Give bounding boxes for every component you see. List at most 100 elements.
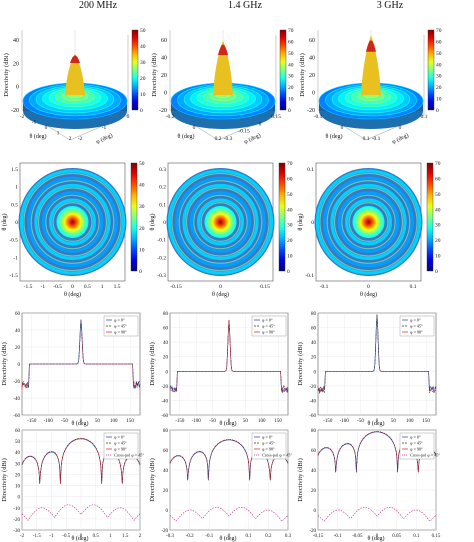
- y-tick-label: 50: [15, 440, 21, 445]
- y-axis-label: Directivity (dBi): [149, 458, 156, 502]
- y-tick-label: -30: [13, 529, 20, 534]
- x-tick-label: -0.1: [314, 114, 323, 120]
- colorbar-tick-label: 20: [139, 226, 145, 232]
- y-tick-label: -0.5: [9, 238, 18, 244]
- x-tick-label: -0.2: [186, 534, 194, 539]
- x-axis-label: θ (deg): [212, 291, 229, 298]
- y-tick-label: 40: [15, 451, 21, 456]
- colorbar-tick-label: 10: [140, 92, 146, 98]
- colorbar-tick-label: 30: [287, 223, 293, 229]
- x-tick-label: -100: [44, 419, 54, 424]
- y-tick-label: 0: [127, 114, 130, 120]
- y-tick-label: 0: [166, 370, 169, 375]
- x-tick-label: 0: [219, 284, 222, 290]
- y-tick-label: 1: [15, 185, 18, 191]
- y-axis-label: θ (deg): [1, 213, 8, 230]
- x-tick-label: -0.15: [170, 284, 182, 290]
- colorbar-tick-label: 0: [436, 108, 439, 114]
- x-tick-label: -0.5: [53, 284, 62, 290]
- heatmap-center: [57, 206, 89, 238]
- x-tick-label: -150: [323, 419, 333, 424]
- y-tick-label: -10: [13, 507, 20, 512]
- y-axis-label: Directivity (dBi): [149, 342, 156, 386]
- x-axis-label: θ (deg): [367, 420, 384, 427]
- x-tick-label: -150: [27, 419, 37, 424]
- x-tick-label: 1: [57, 131, 60, 137]
- x-axis-label: θ (deg): [325, 133, 342, 140]
- y-tick-label: 0.3: [159, 167, 166, 173]
- surface-plot-3 GHz: -200204060-0.100.1 -0.100.1θ (deg) φ (deg)…: [299, 30, 428, 146]
- x-tick-label: 1.5: [114, 284, 121, 290]
- y-tick-label: 0: [311, 220, 314, 226]
- x-tick-label: -50: [357, 419, 364, 424]
- copol-plot-1: -0.3 -0.2 -0.1 0 0.1 0.2 0.3-20020406080φ = 0°…: [149, 429, 292, 542]
- colorbar-tick-label: 50: [435, 192, 441, 198]
- x-axis-label: θ (deg): [71, 535, 88, 542]
- y-tick-label: 60: [163, 449, 169, 454]
- y-tick-label: -0.3: [157, 273, 166, 279]
- z-tick-label: 0: [16, 85, 19, 91]
- colorbar-tick-label: 50: [140, 28, 146, 34]
- y-tick-label: -60: [161, 414, 168, 419]
- x-tick-label: -50: [61, 419, 68, 424]
- y-tick-label: 0.2: [159, 185, 166, 191]
- y-tick-label: 80: [163, 312, 169, 317]
- colorbar-tick-label: 10: [288, 97, 294, 103]
- z-tick-label: 40: [13, 38, 19, 44]
- colorbar: [428, 30, 434, 110]
- z-tick-label: 0: [312, 91, 315, 97]
- y-tick-label: -60: [13, 414, 20, 419]
- z-axis-label: Directivity (dBi): [3, 53, 10, 97]
- colorbar-tick-label: 30: [140, 60, 146, 66]
- x-axis-label: θ (deg): [177, 133, 194, 140]
- y-tick-label: 40: [163, 341, 169, 346]
- y-tick-label: 80: [311, 312, 317, 317]
- heatmap-center: [205, 206, 237, 238]
- colorbar-tick-label: 50: [139, 161, 145, 167]
- colorbar-tick-label: 40: [287, 207, 293, 213]
- cut-plot-0: -150 -100 -50 0 50 100 150-60-40-200204060φ = …: [1, 312, 140, 427]
- legend-label: Cross-pol φ = 45°: [114, 453, 144, 458]
- x-tick-label: 0.1: [363, 136, 370, 142]
- colorbar-tick-label: 20: [288, 85, 294, 91]
- y-tick-label: 0: [399, 125, 402, 131]
- y-tick-label: 0: [314, 370, 317, 375]
- x-axis-label: θ (deg): [64, 291, 81, 298]
- z-tick-label: 0: [164, 91, 167, 97]
- x-tick-label: 0.3: [285, 534, 292, 539]
- x-tick-label: -100: [192, 419, 202, 424]
- surface-peak-top: [218, 45, 228, 55]
- copol-plot-2: -0.15 -0.1 -0.05 0 0.05 0.1 0.15 -20 0 20 40 60 80 φ …: [297, 429, 441, 542]
- y-tick-label: 20: [15, 346, 21, 351]
- y-tick-label: -40: [161, 399, 168, 404]
- y-tick-label: 0.15: [271, 114, 281, 120]
- x-tick-label: 150: [274, 419, 282, 424]
- x-tick-label: 0.1: [413, 534, 420, 539]
- x-tick-label: 50: [391, 419, 397, 424]
- y-tick-label: 40: [15, 329, 21, 334]
- colorbar-tick-label: 70: [287, 161, 293, 167]
- colorbar-tick-label: 40: [288, 62, 294, 68]
- x-tick-label: 150: [422, 419, 430, 424]
- x-tick-label: 0.05: [392, 534, 401, 539]
- surface-peak-top: [366, 40, 376, 51]
- colorbar-tick-label: 40: [436, 62, 442, 68]
- x-tick-label: -1: [32, 120, 37, 126]
- colorbar-tick-label: 30: [435, 223, 441, 229]
- x-tick-label: -0.2: [166, 114, 175, 120]
- colorbar: [280, 30, 286, 110]
- y-axis-label: Directivity (dBi): [297, 342, 304, 386]
- y-tick-label: -1: [13, 255, 18, 261]
- surface-plot-200 MHz: -2002040-2-1012 -2-10θ (deg) φ (deg)Direct…: [3, 30, 130, 146]
- legend-label: φ = 0°: [114, 318, 125, 323]
- y-tick-label: -20: [13, 518, 20, 523]
- x-tick-label: -0.15: [313, 534, 324, 539]
- x-tick-label: -50: [209, 419, 216, 424]
- x-tick-label: 0.5: [84, 284, 91, 290]
- y-tick-label: 0.1: [159, 202, 166, 208]
- x-tick-label: -2: [20, 534, 25, 539]
- z-tick-label: 40: [309, 56, 315, 62]
- x-tick-label: 150: [126, 419, 134, 424]
- legend-label: φ = 45°: [114, 324, 127, 329]
- x-tick-label: 0: [341, 125, 344, 131]
